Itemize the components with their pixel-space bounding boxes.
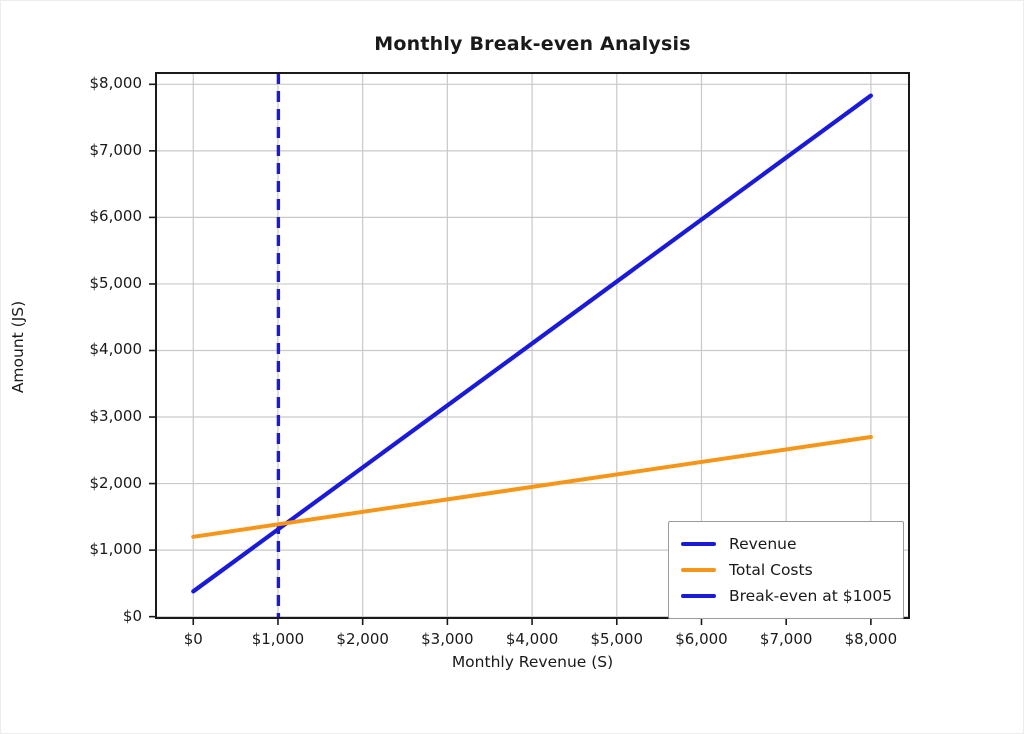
x-tick-label: $3,000 (421, 630, 474, 648)
legend-item-total-costs: Total Costs (681, 557, 891, 583)
legend-line-swatch (681, 594, 716, 598)
y-tick-label: $8,000 (89, 74, 143, 93)
x-tick-label: $1,000 (251, 630, 305, 648)
y-tick-label: $1,000 (89, 540, 143, 559)
y-tick-label: $7,000 (89, 140, 143, 159)
legend-item-revenue: Revenue (681, 531, 891, 557)
x-tick-label: $4,000 (505, 630, 559, 648)
y-tick-label: $0 (122, 606, 142, 625)
legend-label: Total Costs (729, 561, 813, 579)
x-tick-label: $7,000 (759, 630, 813, 648)
legend-box: Revenue Total Costs Break-even at $1005 (668, 521, 904, 619)
series-line-total-costs (191, 434, 873, 539)
x-tick-label: $5,000 (590, 630, 644, 648)
y-tick-label: $3,000 (89, 407, 143, 426)
x-tick-label: $6,000 (675, 630, 728, 648)
x-tick-label: $0 (183, 630, 203, 648)
axes-frame (155, 72, 910, 619)
legend-label: Revenue (729, 535, 797, 553)
y-tick-label: $4,000 (89, 340, 143, 359)
chart-title: Monthly Break-even Analysis (374, 33, 691, 55)
legend-line-swatch (681, 542, 716, 546)
y-tick-label: $2,000 (89, 473, 143, 492)
x-tick-label: $8,000 (844, 630, 898, 648)
y-tick-label: $6,000 (89, 207, 143, 226)
legend-label: Break-even at $1005 (729, 587, 893, 605)
x-axis-label: Monthly Revenue (S) (451, 653, 614, 671)
x-tick-label: $2,000 (336, 630, 389, 648)
series-line-revenue (191, 93, 873, 594)
legend-line-swatch (681, 568, 716, 572)
y-tick-label: $5,000 (89, 273, 143, 292)
legend-item-break-even-at-1005: Break-even at $1005 (681, 583, 893, 609)
y-axis-label: Amount (JS) (9, 300, 27, 394)
